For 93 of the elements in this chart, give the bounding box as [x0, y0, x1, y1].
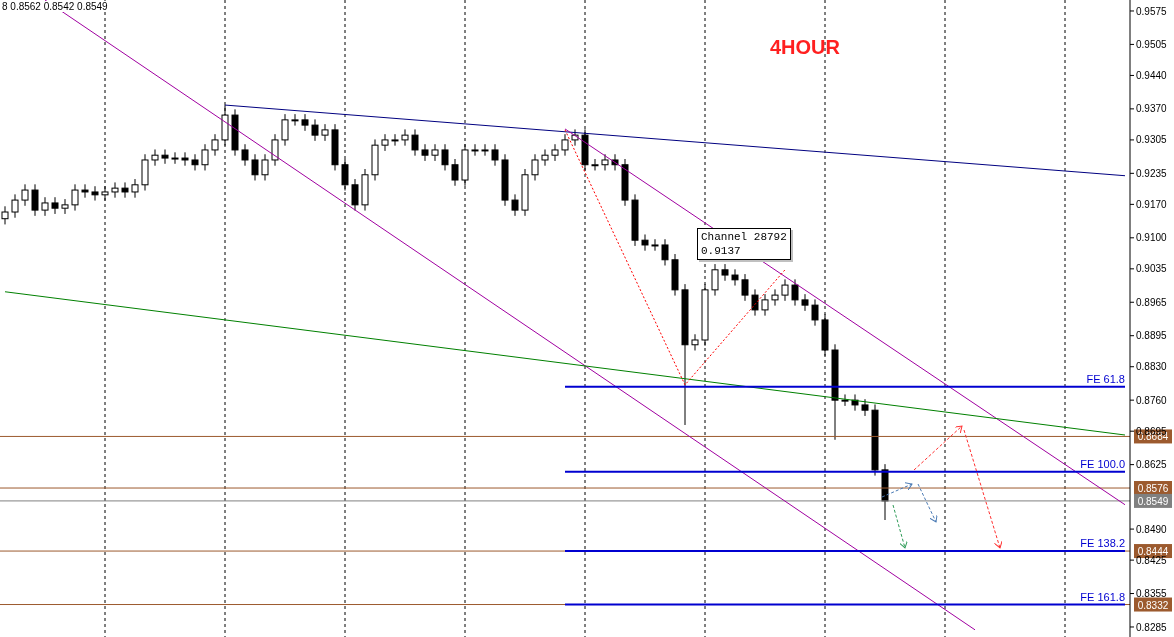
candlestick — [321, 123, 329, 142]
candlestick — [181, 151, 189, 167]
candlestick — [61, 198, 69, 215]
candlestick — [351, 178, 359, 212]
series-label: FE 161.8 — [1080, 590, 1125, 603]
candlestick — [131, 178, 139, 199]
ref-line-label: 0.8576 — [1137, 483, 1169, 495]
ref-line-label: 0.8332 — [1137, 599, 1169, 611]
candlestick — [591, 158, 599, 171]
y-tick-label: 0.9440 — [1136, 70, 1168, 81]
candlestick — [91, 185, 99, 202]
y-tick-label: 0.8625 — [1136, 459, 1168, 471]
candlestick — [841, 393, 849, 407]
y-tick-label: 0.9100 — [1136, 232, 1168, 244]
candlestick — [301, 113, 309, 132]
y-tick-label: 0.9035 — [1136, 263, 1168, 275]
y-tick-label: 0.8490 — [1136, 523, 1168, 535]
candlestick — [861, 398, 869, 417]
candlestick — [441, 143, 449, 171]
candlestick — [601, 153, 609, 171]
y-tick-label: 0.9575 — [1136, 5, 1168, 17]
annotation: Channel 28792 0.9137 — [697, 228, 791, 260]
y-tick-label: 0.8355 — [1136, 588, 1168, 600]
y-tick-label: 0.8965 — [1136, 296, 1168, 308]
candlestick — [781, 278, 789, 302]
candlestick — [311, 118, 319, 142]
ref-line-label: 0.8549 — [1137, 495, 1169, 507]
candlestick — [551, 143, 559, 162]
text: 4HOUR — [770, 36, 841, 59]
candlestick — [21, 183, 29, 207]
candlestick — [411, 128, 419, 157]
candlestick — [71, 183, 79, 212]
candlestick — [391, 133, 399, 147]
y-tick-label: 0.8760 — [1136, 394, 1168, 406]
candlestick — [711, 263, 719, 297]
candlestick — [531, 153, 539, 181]
candlestick — [41, 196, 49, 217]
candlestick — [101, 185, 109, 202]
y-tick-label: 0.8830 — [1136, 361, 1168, 373]
candlestick — [661, 238, 669, 266]
candlestick — [171, 151, 179, 165]
candlestick — [721, 263, 729, 282]
y-tick-label: 0.9235 — [1136, 167, 1168, 179]
candlestick — [211, 133, 219, 157]
candlestick — [11, 193, 19, 219]
candlestick — [201, 143, 209, 171]
candlestick — [641, 233, 649, 252]
candlestick — [31, 183, 39, 217]
ref-line-label: 0.8444 — [1137, 546, 1169, 558]
candlestick — [381, 133, 389, 152]
candlestick — [761, 293, 769, 317]
y-tick-label: 0.9305 — [1136, 134, 1168, 146]
series-label: FE 138.2 — [1080, 537, 1125, 550]
candlestick — [651, 238, 659, 252]
y-tick-label: 0.8895 — [1136, 330, 1168, 342]
y-tick-label: 0.8285 — [1136, 621, 1168, 633]
candlestick — [111, 181, 119, 199]
candlestick — [771, 288, 779, 307]
series-label: FE 100.0 — [1080, 457, 1125, 470]
candlestick — [741, 273, 749, 302]
series-label: FE 61.8 — [1086, 372, 1125, 385]
candlestick — [81, 183, 89, 199]
candlestick — [51, 196, 59, 215]
candlestick — [811, 298, 819, 327]
candlestick — [291, 113, 299, 127]
candlestick — [261, 153, 269, 181]
candlestick — [281, 113, 289, 147]
candlestick — [791, 278, 799, 307]
candlestick — [121, 181, 129, 199]
candlestick — [161, 148, 169, 165]
y-tick-label: 0.9505 — [1136, 38, 1168, 50]
y-tick-label: 0.9370 — [1136, 103, 1168, 115]
candlestick — [251, 153, 259, 181]
y-tick-label: 0.9170 — [1136, 198, 1168, 210]
candlestick — [241, 143, 249, 167]
annotation: 8 0.8562 0.8542 0.8549 — [2, 1, 110, 12]
candlestick — [431, 143, 439, 162]
candlestick — [751, 288, 759, 317]
candlestick — [801, 293, 809, 312]
candlestick — [561, 133, 569, 157]
candlestick — [471, 143, 479, 157]
candlestick — [421, 143, 429, 162]
candlestick — [451, 158, 459, 187]
candlestick — [731, 268, 739, 287]
candlestick — [271, 133, 279, 167]
candlestick — [481, 143, 489, 157]
candlestick — [511, 193, 519, 217]
candlestick — [691, 333, 699, 351]
candlestick — [151, 148, 159, 167]
candlestick — [401, 128, 409, 147]
candlestick — [191, 153, 199, 171]
candlestick — [541, 148, 549, 167]
candlestick — [491, 143, 499, 167]
